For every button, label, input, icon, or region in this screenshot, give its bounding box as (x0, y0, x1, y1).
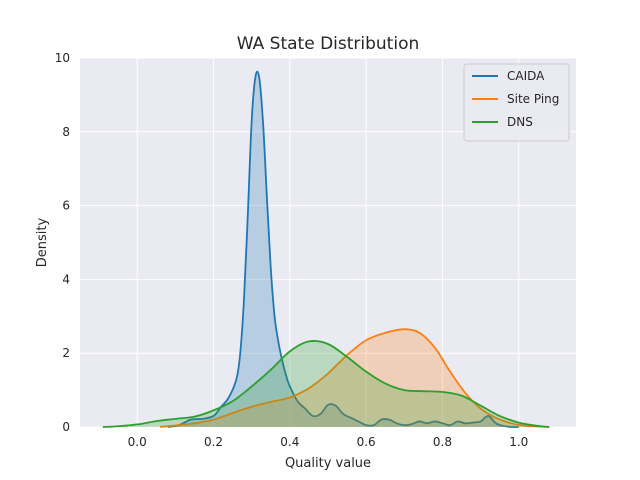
x-tick-label: 0.0 (128, 435, 147, 449)
series-area-caida (167, 71, 519, 428)
x-tick-label: 1.0 (509, 435, 528, 449)
legend: CAIDA Site Ping DNS (463, 63, 570, 142)
series-line-caida (167, 70, 519, 428)
tick-labels: 0.0 0.2 0.4 0.6 0.8 1.0 0 2 4 6 8 10 (55, 51, 529, 449)
series-area-site-ping (160, 329, 550, 427)
series-line-site-ping (160, 328, 550, 428)
y-tick-label: 0 (62, 420, 70, 434)
y-tick-label: 10 (55, 51, 70, 65)
y-axis-label: Density (35, 217, 50, 267)
series-area-dns (102, 340, 550, 427)
legend-label-dns: DNS (507, 115, 533, 129)
x-tick-label: 0.2 (204, 435, 223, 449)
x-tick-label: 0.8 (433, 435, 452, 449)
legend-label-caida: CAIDA (507, 69, 545, 83)
legend-label-site-ping: Site Ping (507, 92, 559, 106)
y-tick-label: 6 (62, 199, 70, 213)
y-tick-label: 8 (62, 125, 70, 139)
x-axis-label: Quality value (285, 456, 371, 471)
series-line-dns (102, 340, 550, 428)
chart-title: WA State Distribution (237, 34, 420, 54)
x-tick-label: 0.6 (357, 435, 376, 449)
series-layer (102, 70, 550, 428)
y-tick-label: 4 (62, 272, 70, 286)
y-tick-label: 2 (62, 346, 70, 360)
x-tick-label: 0.4 (280, 435, 299, 449)
